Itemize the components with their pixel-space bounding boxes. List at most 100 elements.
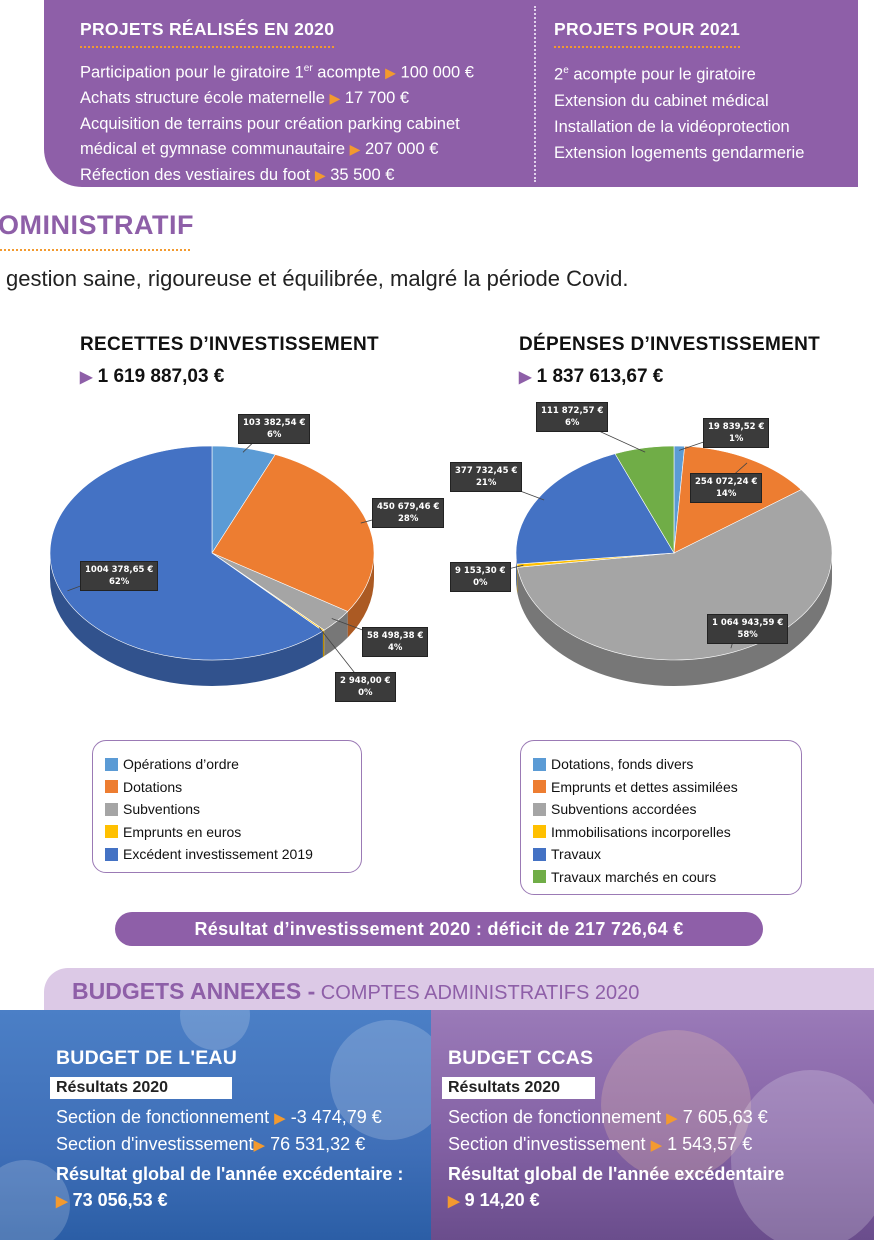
data-label-value: 1 064 943,59 € [712, 618, 784, 628]
legend-label: Travaux marchés en cours [551, 868, 717, 885]
ccas-global-value: ▶ 9 14,20 € [448, 1190, 540, 1210]
legend-swatch [105, 802, 118, 816]
legend-swatch [533, 757, 546, 771]
budget-ccas-heading: BUDGET CCAS [448, 1047, 594, 1069]
legend-swatch [105, 847, 118, 861]
arrow-icon: ▶ [650, 1137, 663, 1154]
arrow-icon: ▶ [80, 369, 93, 386]
legend-item: Subventions [105, 798, 351, 821]
data-label-percent: 21% [476, 478, 497, 488]
budget-ccas-panel: BUDGET CCAS Résultats 2020 Section de fo… [431, 1010, 874, 1240]
legend-label: Travaux [551, 846, 602, 863]
arrow-icon: ▶ [385, 64, 396, 81]
pie-slice [49, 445, 324, 661]
pie-slice-side [347, 553, 374, 638]
legend-item: Travaux marchés en cours [533, 866, 791, 889]
title-underline [0, 249, 190, 251]
projects-2020-heading: PROJETS RÉALISÉS EN 2020 [80, 19, 335, 48]
arrow-icon: ▶ [666, 1110, 678, 1127]
pie-side-wall [516, 553, 832, 687]
annexes-title: BUDGETS ANNEXES - COMPTES ADMINISTRATIFS… [72, 978, 640, 1004]
list-item: Réfection des vestiaires du foot ▶ 35 50… [80, 165, 395, 184]
data-label-percent: 62% [108, 577, 130, 587]
legend-label: Subventions [123, 801, 201, 818]
results-label: Résultats 2020 [50, 1077, 232, 1099]
arrow-icon: ▶ [253, 1137, 266, 1154]
pie-slice-side [516, 553, 517, 591]
investment-pie-charts [49, 415, 833, 687]
eau-fonctionnement: Section de fonctionnement ▶ -3 474,79 € [56, 1107, 382, 1127]
legend-swatch [533, 802, 546, 816]
data-label-percent: 28% [398, 514, 419, 524]
data-label-value: 450 679,46 € [377, 502, 440, 512]
eau-global-label: Résultat global de l'année excédentaire … [56, 1164, 404, 1184]
legend-item: Excédent investissement 2019 [105, 843, 351, 866]
legend-swatch [533, 847, 546, 861]
data-label-value: 2 948,00 € [340, 676, 391, 686]
data-label: 254 072,24 € 14% [690, 473, 763, 503]
list-item: Achats structure école maternelle ▶ 17 7… [80, 89, 410, 107]
projects-2021-heading: PROJETS POUR 2021 [554, 19, 741, 48]
data-label-percent: 1% [729, 434, 744, 444]
legend-label: Emprunts en euros [123, 823, 242, 840]
legend-swatch [105, 757, 118, 771]
water-bubble-decor [330, 1020, 431, 1140]
water-bubble-decor [180, 1010, 250, 1050]
photo-placeholder-decor [731, 1070, 874, 1240]
results-label: Résultats 2020 [442, 1077, 595, 1099]
data-label: 450 679,46 € 28% [372, 498, 445, 528]
data-label-percent: 14% [716, 489, 737, 499]
projects-2020: PROJETS RÉALISÉS EN 2020 Participation p… [80, 0, 530, 188]
pie-slice-side [517, 553, 832, 687]
recettes-legend: Opérations d’ordre Dotations Subventions Em… [92, 740, 362, 873]
investment-result-bar: Résultat d’investissement 2020 : déficit… [115, 912, 763, 946]
annexes-band [44, 968, 874, 1014]
legend-item: Dotations, fonds divers [533, 753, 791, 776]
data-label-value: 103 382,54 € [243, 418, 306, 428]
data-label: 2 948,00 € 0% [335, 672, 396, 702]
legend-label: Opérations d’ordre [123, 756, 239, 773]
list-item: Acquisition de terrains pour création pa… [80, 114, 460, 133]
legend-item: Opérations d’ordre [105, 753, 351, 776]
projects-2021: PROJETS POUR 2021 2e acompte pour le gir… [554, 0, 854, 166]
data-label-percent: 0% [358, 688, 373, 698]
legend-swatch [533, 780, 546, 794]
legend-label: Immobilisations incorporelles [551, 823, 731, 840]
data-label: 377 732,45 € 21% [450, 462, 523, 492]
eau-global-value: ▶ 73 056,53 € [56, 1190, 168, 1210]
dotted-divider [534, 6, 536, 182]
data-label: 58 498,38 € 4% [362, 627, 429, 657]
legend-item: Emprunts en euros [105, 821, 351, 844]
legend-swatch [105, 780, 118, 794]
pie-slice-side [50, 553, 323, 686]
legend-swatch [533, 825, 546, 839]
legend-label: Dotations [123, 778, 183, 795]
depenses-chart-title: DÉPENSES D’INVESTISSEMENT [519, 334, 821, 355]
data-label-percent: 0% [473, 578, 488, 588]
intro-text: gestion saine, rigoureuse et équilibrée,… [6, 266, 629, 291]
projects-2021-list: 2e acompte pour le giratoire Extension d… [554, 58, 854, 166]
data-label-percent: 58% [737, 630, 758, 640]
data-label-percent: 6% [266, 430, 282, 440]
data-label-percent: 4% [388, 643, 403, 653]
photo-placeholder-decor [601, 1030, 751, 1180]
ccas-fonctionnement: Section de fonctionnement ▶ 7 605,63 € [448, 1107, 768, 1127]
data-label-value: 377 732,45 € [455, 466, 518, 476]
budget-eau-heading: BUDGET DE L'EAU [56, 1047, 237, 1069]
list-item: médical et gymnase communautaire ▶ 207 0… [80, 140, 439, 158]
list-item: Installation de la vidéoprotection [554, 117, 790, 136]
data-label: 1 064 943,59 € 58% [707, 614, 789, 644]
list-item: Extension logements gendarmerie [554, 143, 805, 162]
data-label-value: 254 072,24 € [695, 477, 758, 487]
budget-eau-panel: BUDGET DE L'EAU Résultats 2020 Section d… [0, 1010, 431, 1240]
pie-slice-side [516, 564, 518, 594]
legend-label: Subventions accordées [551, 801, 697, 818]
projects-2020-list: Participation pour le giratoire 1er acom… [80, 56, 530, 188]
recettes-chart-title: RECETTES D’INVESTISSEMENT [80, 334, 379, 355]
data-label: 9 153,30 € 0% [450, 562, 511, 592]
pie-slice-side [322, 630, 325, 657]
legend-swatch [105, 825, 118, 839]
data-label-value: 9 153,30 € [455, 566, 506, 576]
data-label-value: 58 498,38 € [367, 631, 424, 641]
data-label-value: 1004 378,65 € [85, 565, 154, 575]
